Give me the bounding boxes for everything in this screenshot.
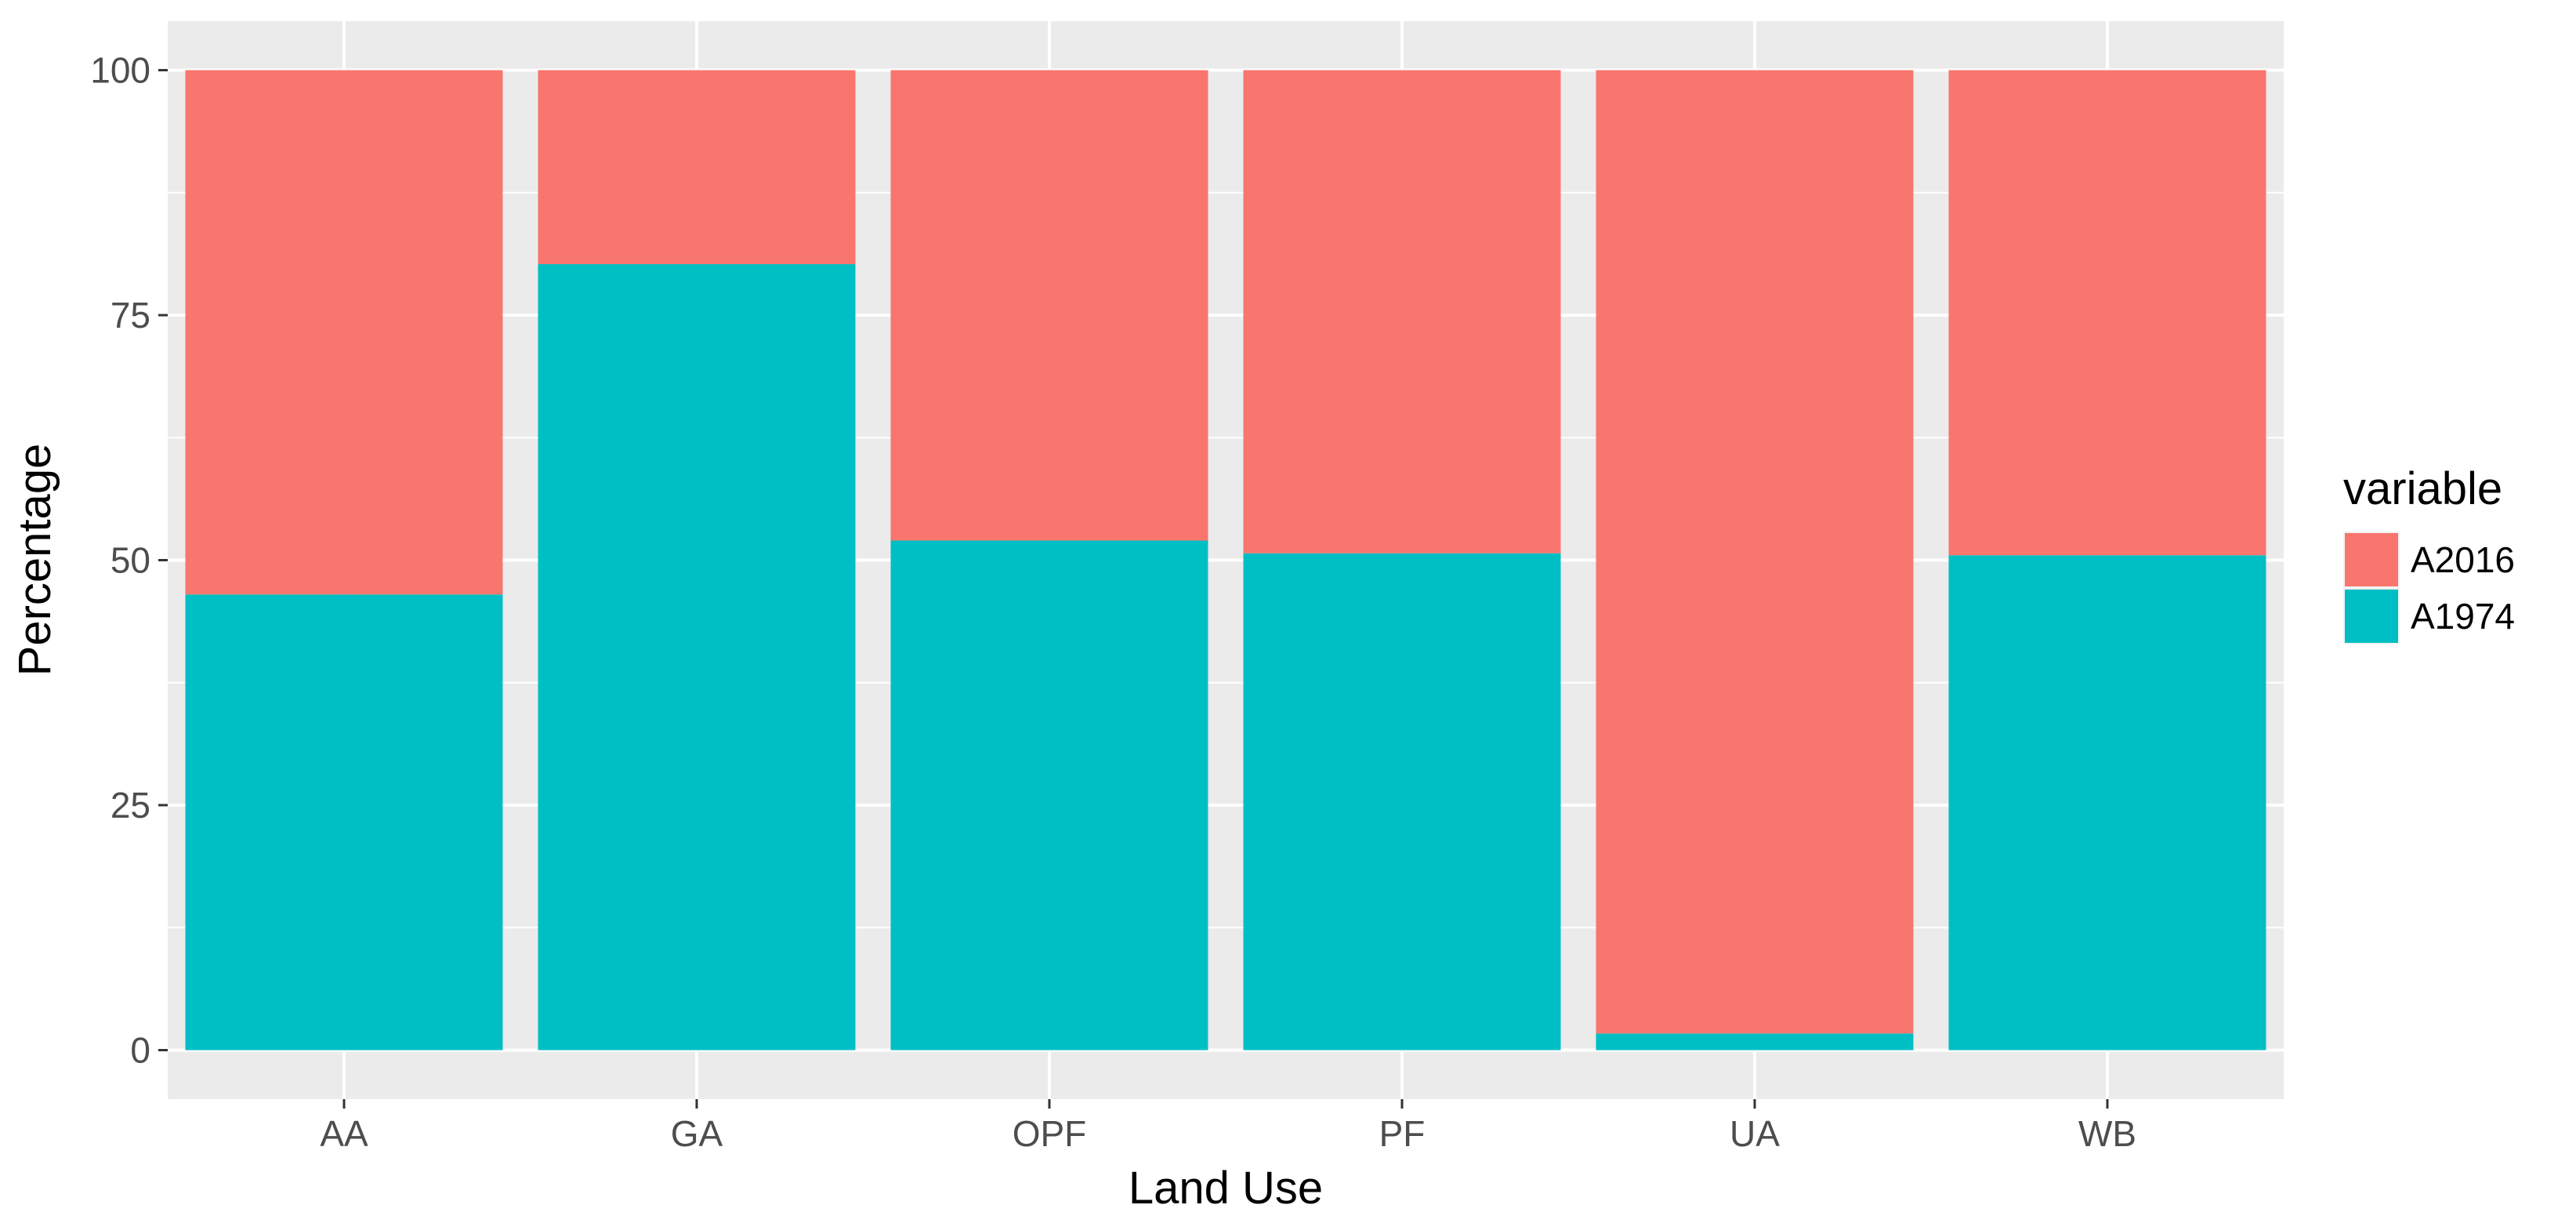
x-tick-label: WB <box>2078 1113 2136 1154</box>
x-axis: AA GA OPF PF UA WB <box>320 1099 2136 1154</box>
bar-a1974-wb <box>1948 555 2266 1051</box>
y-tick-label: 50 <box>111 540 150 581</box>
bar-a1974-ua <box>1596 1033 1914 1051</box>
legend-swatch-a2016 <box>2345 533 2398 586</box>
y-tick-label: 100 <box>90 50 150 91</box>
bar-a2016-ua <box>1596 70 1914 1034</box>
y-tick-label: 25 <box>111 785 150 826</box>
bar-a1974-ga <box>538 264 856 1051</box>
legend-swatch-a1974 <box>2345 590 2398 643</box>
x-axis-title: Land Use <box>1129 1163 1323 1214</box>
y-tick-label: 0 <box>130 1030 150 1071</box>
bar-a2016-pf <box>1243 70 1561 553</box>
bar-a1974-aa <box>185 594 503 1051</box>
legend-label-a2016: A2016 <box>2411 539 2515 580</box>
y-tick-label: 75 <box>111 295 150 336</box>
bar-a2016-opf <box>890 70 1208 541</box>
bar-a1974-pf <box>1243 553 1561 1051</box>
y-axis: 0 25 50 75 100 <box>90 50 168 1071</box>
x-tick-label: OPF <box>1013 1113 1087 1154</box>
x-tick-label: UA <box>1730 1113 1780 1154</box>
x-tick-label: AA <box>320 1113 368 1154</box>
legend: variable A2016 A1974 <box>2343 463 2515 644</box>
legend-label-a1974: A1974 <box>2411 596 2515 637</box>
bars-group <box>185 70 2266 1051</box>
bar-a1974-opf <box>890 540 1208 1051</box>
bar-a2016-aa <box>185 70 503 595</box>
bar-a2016-wb <box>1948 70 2266 556</box>
x-tick-label: GA <box>671 1113 723 1154</box>
legend-title: variable <box>2343 463 2502 514</box>
y-axis-title: Percentage <box>9 444 60 677</box>
x-tick-label: PF <box>1379 1113 1426 1154</box>
bar-a2016-ga <box>538 70 856 264</box>
